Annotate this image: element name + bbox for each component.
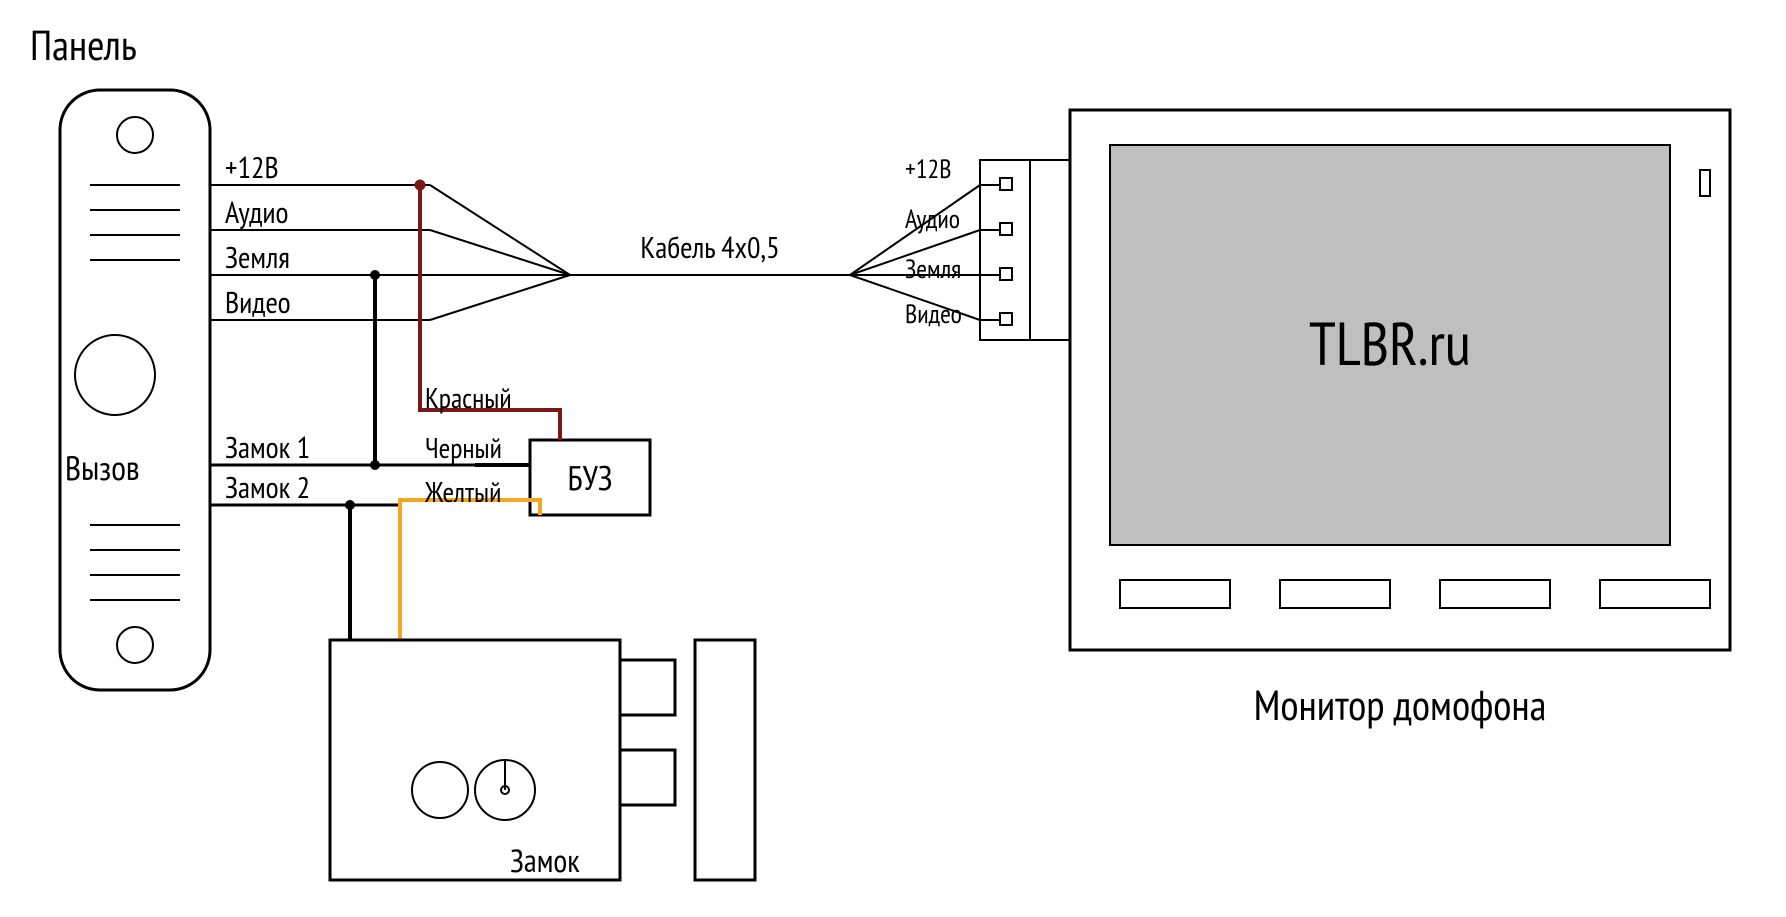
monitor-term-gnd: Земля [905,253,961,286]
cable: Кабель 4x0,5 [570,228,850,275]
lock-feed-black [345,500,355,640]
wire-red-label: Красный [425,379,512,416]
panel-signal-audio: Аудио [225,193,289,232]
panel-lock1-label: Замок 1 [225,428,310,467]
panel-signal-video: Видео [225,283,291,322]
wiring-diagram: Панель Вызов +12В Аудио Земля Видео [0,0,1786,917]
panel-title: Панель [30,17,137,72]
wire-yellow-label: Желтый [424,473,501,510]
panel-lock2-label: Замок 2 [225,468,310,507]
monitor-title: Монитор домофона [1254,677,1547,732]
monitor-term-audio: Аудио [905,203,960,236]
panel-group: Панель Вызов [30,17,210,690]
monitor-term-video: Видео [905,298,962,331]
panel-signal-wires: +12В Аудио Земля Видео [210,148,570,322]
lock-label: Замок [510,839,580,881]
buz-label: БУЗ [567,456,612,500]
monitor-screen-text: TLBR.ru [1309,304,1471,382]
monitor-term-12v: +12В [905,153,951,186]
wire-yellow [400,500,540,640]
panel-signal-gnd: Земля [225,238,290,277]
wire-black-label: Черный [425,429,502,466]
panel-signal-12v: +12В [225,148,279,187]
monitor-terminal-wires: +12В Аудио Земля Видео [850,153,1070,340]
panel-call-label: Вызов [65,446,140,490]
cable-label: Кабель 4x0,5 [640,228,779,267]
monitor-group: TLBR.ru Монитор домофона [1070,110,1730,732]
buz-group: БУЗ Красный Черный Желтый [370,180,650,640]
lock-group: Замок [330,640,755,881]
